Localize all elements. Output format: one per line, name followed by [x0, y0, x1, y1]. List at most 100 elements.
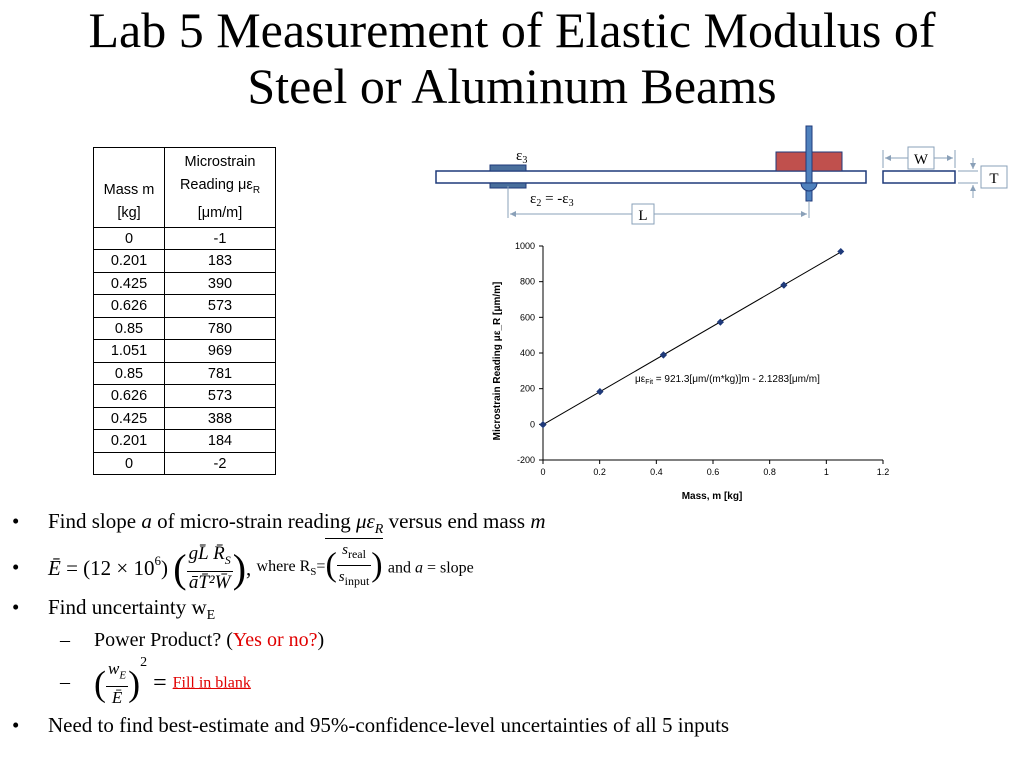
- table-row: 0.201 183: [93, 249, 276, 273]
- s2-wnum-sub: E: [119, 669, 127, 682]
- strain-cell: 573: [164, 294, 276, 318]
- x-tick-label: 0.2: [593, 467, 606, 477]
- header-mass-unit: [kg]: [117, 204, 141, 221]
- data-point: [539, 421, 547, 429]
- chart-axes: -200 0 200 400 600 800 1000 0 0.2 0.4 0.6 0.8 1 1.2: [515, 241, 889, 477]
- table-row: 0.85 781: [93, 361, 276, 386]
- b1-pre: Find slope: [48, 509, 142, 533]
- strain-cell: 183: [164, 249, 276, 273]
- b2-den: āT̄²W̄: [188, 571, 231, 593]
- b1-a: a: [141, 509, 152, 533]
- data-point: [659, 351, 667, 359]
- strain-mass-chart: -200 0 200 400 600 800 1000 0 0.2 0.4 0.6 0.8 1 1.2 μ…: [492, 241, 889, 502]
- W-label: W: [914, 152, 929, 168]
- fit-line: [542, 251, 842, 426]
- b4-text: Need to find best-estimate and 95%-confi…: [48, 713, 730, 737]
- T-label: T: [989, 171, 998, 187]
- s1-red: Yes or no?: [232, 629, 318, 651]
- y-tick-label: 600: [520, 312, 535, 322]
- strain-cell: 780: [164, 316, 276, 341]
- data-point: [716, 318, 724, 326]
- b2-snum-sub: real: [347, 547, 366, 562]
- s2-wnum: w: [108, 658, 120, 678]
- strain-cell: 390: [164, 271, 276, 296]
- b2-where: where R: [256, 558, 311, 576]
- strain-cell: 969: [164, 339, 276, 363]
- bullet-dot: •: [12, 713, 20, 737]
- b2-a: a: [414, 559, 423, 577]
- s2-exp: 2: [140, 655, 148, 670]
- b1-m: m: [530, 509, 546, 533]
- b1-mid: of micro-strain reading: [151, 509, 356, 533]
- bullet-dot: •: [12, 555, 20, 579]
- mass-cell: 0: [93, 451, 165, 476]
- x-tick-label: 0.4: [650, 467, 663, 477]
- data-point: [837, 248, 845, 256]
- table-row: 0 -2: [93, 451, 276, 476]
- b2-snum: s: [342, 542, 348, 559]
- header-strain-label: Microstrain: [184, 154, 256, 170]
- strain-cell: 184: [164, 429, 276, 453]
- data-points: [539, 248, 845, 429]
- table-row: 0 -1: [93, 226, 276, 251]
- fit-equation: μεFit = 921.3[μm/(m*kg)]m - 2.1283[μm/m]: [635, 374, 820, 386]
- title-line-1: Lab 5 Measurement of Elastic Modulus of: [88, 2, 936, 58]
- bullet-dot: •: [12, 509, 20, 533]
- strain-cell: 573: [164, 384, 276, 408]
- table-row: 0.626 573: [93, 384, 276, 408]
- header-strain-unit: [μm/m]: [197, 204, 243, 221]
- mass-cell: 1.051: [93, 339, 165, 363]
- y-tick-label: -200: [517, 455, 535, 465]
- x-tick-label: 0: [540, 467, 545, 477]
- beam-diagram: ε3 ε2 = -ε3 L W T: [435, 125, 1008, 225]
- b1-sub: R: [374, 522, 384, 538]
- b2-slope: = slope: [422, 559, 474, 577]
- title-line-2: Steel or Aluminum Beams: [247, 58, 777, 114]
- mass-cell: 0.626: [93, 384, 165, 408]
- beam-side-view: [435, 170, 867, 184]
- table-row: 1.051 969: [93, 339, 276, 363]
- header-mass-label: Mass m: [103, 181, 155, 198]
- strain-gauge-top: [489, 164, 527, 172]
- table-row: 0.626 573: [93, 294, 276, 318]
- s2-eq: =: [147, 669, 173, 696]
- table-row: 0.201 184: [93, 429, 276, 453]
- b1-mu: με: [355, 509, 375, 533]
- load-pivot: [800, 182, 818, 192]
- T-label-box: [980, 165, 1008, 189]
- header-mass: Mass m [kg]: [93, 147, 165, 228]
- x-axis-label: Mass, m [kg]: [682, 491, 743, 502]
- mass-cell: 0.425: [93, 406, 165, 431]
- table-body: 0 -1 0.201 183 0.425 390 0.626 573 0.85 780 1.051 9…: [93, 226, 276, 476]
- s1-pre: Power Product? (: [94, 629, 233, 651]
- x-tick-label: 0.6: [707, 467, 720, 477]
- x-tick-label: 0.8: [763, 467, 776, 477]
- strain-cell: -1: [164, 226, 276, 251]
- b3-text: Find uncertainty w: [48, 595, 207, 619]
- mass-cell: 0: [93, 226, 165, 251]
- y-tick-label: 1000: [515, 241, 535, 251]
- x-tick-label: 1: [824, 467, 829, 477]
- table-row: 0.425 388: [93, 406, 276, 431]
- bullet-dot: •: [12, 595, 20, 619]
- mass-cell: 0.201: [93, 429, 165, 453]
- y-tick-label: 200: [520, 384, 535, 394]
- beam-cross-section: [882, 170, 956, 184]
- table-row: 0.85 780: [93, 316, 276, 341]
- strain-cell: -2: [164, 451, 276, 476]
- slide-title: Lab 5 Measurement of Elastic Modulus of …: [0, 2, 1024, 114]
- data-table: Mass m [kg] Microstrain Reading μεR [μm/…: [93, 147, 276, 476]
- b2-eq: = (12 × 10: [60, 555, 155, 580]
- load-rod: [805, 125, 813, 202]
- W-label-box: [907, 146, 935, 170]
- b3-sub: E: [206, 608, 216, 624]
- fill-in-blank-link[interactable]: Fill in blank: [172, 674, 251, 692]
- b1-post: versus end mass: [383, 509, 531, 533]
- b2-sden-sub: input: [344, 574, 370, 589]
- y-axis-label: Microstrain Reading με_R [μm/m]: [492, 282, 503, 441]
- b2-sden: s: [338, 569, 345, 586]
- strain-cell: 388: [164, 406, 276, 431]
- mass-cell: 0.425: [93, 271, 165, 296]
- b2-E: Ē: [48, 555, 61, 580]
- T-arrows: [970, 163, 976, 191]
